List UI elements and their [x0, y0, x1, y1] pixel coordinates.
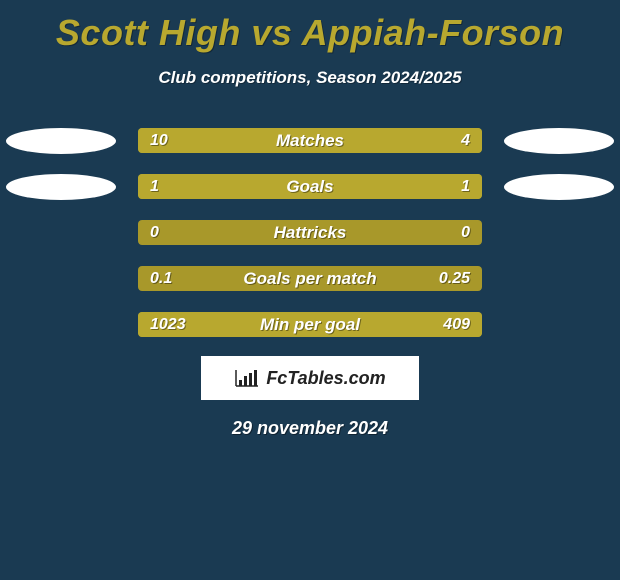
- logo-text: FcTables.com: [266, 368, 385, 389]
- stat-row: 10 Matches 4: [0, 126, 620, 154]
- stat-label: Hattricks: [138, 220, 482, 245]
- stat-row: 0.1 Goals per match 0.25: [0, 264, 620, 292]
- right-value: 0.25: [439, 266, 470, 291]
- bar-track: 0 Hattricks 0: [138, 220, 482, 245]
- page-title: Scott High vs Appiah-Forson: [0, 0, 620, 54]
- bar-track: 10 Matches 4: [138, 128, 482, 153]
- stat-label: Goals per match: [138, 266, 482, 291]
- left-ellipse: [6, 174, 116, 200]
- page-subtitle: Club competitions, Season 2024/2025: [0, 68, 620, 88]
- comparison-chart: 10 Matches 4 1 Goals 1 0 Hattricks 0: [0, 126, 620, 338]
- left-ellipse: [6, 128, 116, 154]
- right-value: 4: [461, 128, 470, 153]
- stat-label: Matches: [138, 128, 482, 153]
- date-label: 29 november 2024: [0, 418, 620, 439]
- right-ellipse: [504, 128, 614, 154]
- right-value: 409: [443, 312, 470, 337]
- right-value: 1: [461, 174, 470, 199]
- stat-row: 1023 Min per goal 409: [0, 310, 620, 338]
- stat-row: 0 Hattricks 0: [0, 218, 620, 246]
- bar-track: 1 Goals 1: [138, 174, 482, 199]
- bar-track: 1023 Min per goal 409: [138, 312, 482, 337]
- stat-label: Min per goal: [138, 312, 482, 337]
- barchart-icon: [234, 368, 260, 388]
- right-ellipse: [504, 174, 614, 200]
- bar-track: 0.1 Goals per match 0.25: [138, 266, 482, 291]
- logo-box: FcTables.com: [201, 356, 419, 400]
- stat-row: 1 Goals 1: [0, 172, 620, 200]
- stat-label: Goals: [138, 174, 482, 199]
- right-value: 0: [461, 220, 470, 245]
